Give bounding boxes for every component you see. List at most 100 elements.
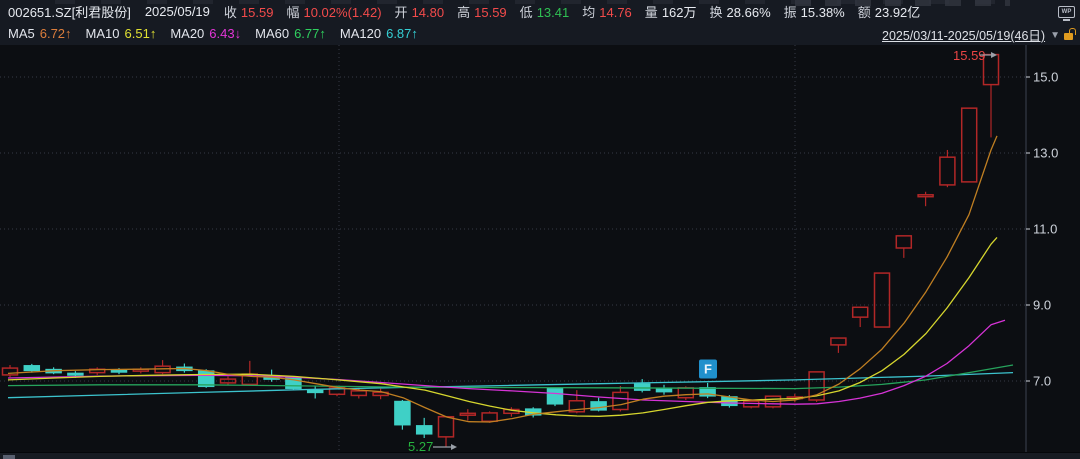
y-axis-label: 11.0 bbox=[1033, 222, 1057, 237]
quote-field: 额 23.92亿 bbox=[858, 5, 921, 20]
quote-field-value: 13.41 bbox=[536, 4, 570, 20]
svg-text:F: F bbox=[704, 362, 712, 377]
high-price-marker: 15.59 bbox=[953, 48, 997, 63]
quote-field-label: 高 bbox=[457, 4, 471, 20]
candle-03/25[interactable] bbox=[219, 376, 237, 386]
ma-legend-value: 6.43↓ bbox=[209, 26, 242, 41]
candle-04/08[interactable] bbox=[415, 417, 433, 438]
ma-legend-item: MA10 6.51↑ bbox=[86, 26, 157, 41]
quote-field-value: 28.66% bbox=[726, 4, 771, 20]
low-price-marker: 5.27 bbox=[408, 439, 457, 454]
quote-field-value: 23.92亿 bbox=[874, 4, 921, 20]
candle-03/19[interactable] bbox=[132, 367, 150, 374]
quote-field: 振 15.38% bbox=[784, 5, 845, 20]
quote-field: 换 28.66% bbox=[710, 5, 771, 20]
ma5-line bbox=[7, 135, 998, 423]
quote-field: 幅 10.02%(1.42) bbox=[286, 5, 381, 20]
ma-legend-value: 6.87↑ bbox=[386, 26, 418, 41]
date-range-label[interactable]: 2025/03/11-2025/05/19(46日) bbox=[882, 29, 1046, 43]
quote-field-label: 低 bbox=[519, 4, 533, 20]
y-axis-label: 15.0 bbox=[1033, 70, 1058, 85]
quote-field-value: 15.38% bbox=[800, 4, 845, 20]
y-axis-label: 13.0 bbox=[1033, 146, 1058, 161]
candle-05/12[interactable] bbox=[873, 272, 891, 328]
candle-04/25[interactable] bbox=[699, 382, 716, 399]
ma-legend-item: MA5 6.72↑ bbox=[8, 26, 72, 41]
quote-field-value: 15.59 bbox=[474, 4, 507, 20]
candle-05/14[interactable] bbox=[917, 191, 934, 207]
candle-04/23[interactable] bbox=[655, 384, 673, 395]
candle-03/20[interactable] bbox=[154, 360, 171, 375]
f-event-badge[interactable]: F bbox=[699, 359, 717, 379]
date-range-selector[interactable]: 2025/03/11-2025/05/19(46日) ▼ bbox=[882, 25, 1076, 44]
ma60-line bbox=[7, 364, 1014, 390]
quote-field-label: 振 bbox=[783, 4, 797, 20]
quote-field: 均 14.76 bbox=[582, 5, 632, 20]
quote-field-label: 额 bbox=[857, 4, 871, 20]
ma-legend-label: MA5 bbox=[8, 26, 35, 41]
clipped-toolbar-row bbox=[55, 0, 1010, 4]
quote-field-value: 162万 bbox=[661, 4, 697, 20]
quote-date: 2025/05/19 bbox=[144, 3, 210, 19]
quote-fields: 收 15.59 幅 10.02%(1.42) 开 14.80 高 15.59 低 13.41 均 14… bbox=[224, 2, 933, 21]
ma20-line bbox=[7, 319, 1006, 405]
quote-field-label: 开 bbox=[394, 4, 408, 20]
candle-05/16[interactable] bbox=[960, 107, 978, 183]
ma-legend-item: MA120 6.87↑ bbox=[340, 26, 418, 41]
quote-field-value: 10.02%(1.42) bbox=[303, 4, 382, 20]
candle-04/09[interactable] bbox=[437, 415, 455, 447]
quote-field: 低 13.41 bbox=[520, 5, 570, 20]
candle-03/17[interactable] bbox=[88, 367, 106, 375]
candle-04/21[interactable] bbox=[612, 385, 629, 412]
ma10-line bbox=[7, 236, 998, 417]
candle-05/07[interactable] bbox=[808, 371, 825, 402]
ma-legend-item: MA20 6.43↓ bbox=[170, 26, 241, 41]
wp-monitor-icon[interactable]: WP bbox=[1058, 6, 1075, 21]
ma-legend-item: MA60 6.77↑ bbox=[255, 26, 326, 41]
ma-legend-label: MA120 bbox=[339, 26, 382, 41]
chevron-down-icon[interactable]: ▼ bbox=[1050, 29, 1060, 41]
candle-05/15[interactable] bbox=[939, 149, 956, 188]
svg-text:5.27: 5.27 bbox=[408, 439, 433, 454]
quote-field-label: 收 bbox=[223, 4, 237, 20]
candle-05/19[interactable] bbox=[982, 53, 1000, 138]
ma-legend-value: 6.77↑ bbox=[294, 26, 326, 41]
quote-field-value: 14.76 bbox=[599, 4, 632, 20]
ma-legend-label: MA10 bbox=[85, 26, 120, 41]
quote-field: 高 15.59 bbox=[457, 5, 507, 20]
candle-04/16[interactable] bbox=[546, 387, 564, 407]
candle-05/13[interactable] bbox=[895, 235, 913, 258]
candle-04/03[interactable] bbox=[372, 388, 389, 400]
candle-03/31[interactable] bbox=[306, 386, 324, 399]
quote-field-label: 换 bbox=[709, 4, 723, 20]
ma-legend-bar: MA5 6.72↑ MA10 6.51↑ MA20 6.43↓ MA60 6.77↑ MA120… bbox=[0, 22, 1080, 45]
gridlines bbox=[0, 45, 1026, 452]
y-axis-label: 7.0 bbox=[1033, 374, 1051, 389]
candle-04/18[interactable] bbox=[590, 397, 607, 412]
ma-legend-label: MA60 bbox=[255, 26, 290, 41]
quote-field: 收 15.59 bbox=[224, 5, 274, 20]
next-pane-nub bbox=[3, 455, 15, 459]
candle-05/08[interactable] bbox=[830, 337, 847, 353]
quote-field-value: 14.80 bbox=[411, 4, 445, 20]
next-pane-clipped bbox=[0, 452, 1080, 459]
quote-field: 开 14.80 bbox=[395, 5, 445, 20]
quote-field-label: 量 bbox=[644, 4, 658, 20]
candle-04/07[interactable] bbox=[394, 400, 411, 430]
ma120-line bbox=[7, 371, 1014, 399]
quote-field: 量 162万 bbox=[645, 5, 697, 20]
ma-legend-label: MA20 bbox=[170, 26, 205, 41]
candle-03/26[interactable] bbox=[241, 360, 259, 386]
quote-field-label: 幅 bbox=[286, 4, 300, 20]
candle-03/11[interactable] bbox=[1, 365, 19, 378]
quote-field-value: 15.59 bbox=[240, 4, 274, 20]
candle-05/09[interactable] bbox=[851, 306, 869, 328]
candle-04/10[interactable] bbox=[459, 409, 477, 421]
ma-items: MA5 6.72↑ MA10 6.51↑ MA20 6.43↓ MA60 6.77↑ MA120… bbox=[8, 26, 432, 41]
clipped-toolbar-icons bbox=[795, 0, 1010, 6]
lock-open-icon[interactable] bbox=[1063, 28, 1076, 42]
stock-symbol[interactable]: 002651.SZ[利君股份] bbox=[8, 4, 131, 20]
ma-legend-value: 6.51↑ bbox=[124, 26, 157, 41]
y-axis: 15.0 13.0 11.0 9.0 7.0 bbox=[1025, 45, 1058, 459]
